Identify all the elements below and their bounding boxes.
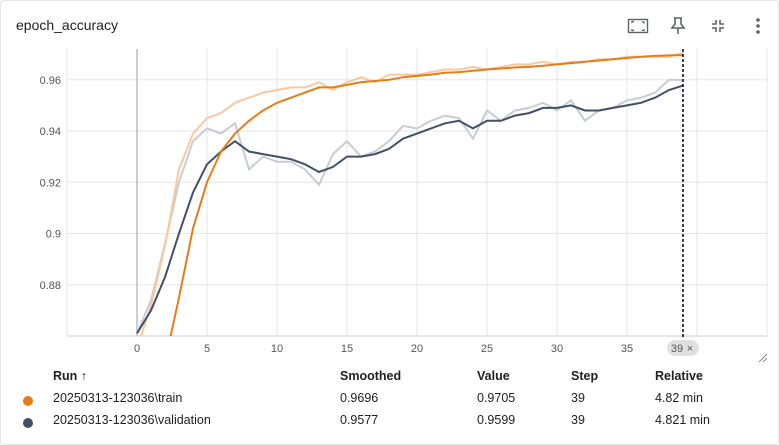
- fit-to-screen-icon[interactable]: [625, 13, 651, 39]
- table-header: Run ↑ Smoothed Value Step Relative: [1, 369, 779, 391]
- run-name: 20250313-123036\train: [53, 391, 183, 405]
- chart-grid: [66, 49, 768, 337]
- cursor-step-label: 39: [671, 343, 683, 355]
- relative-value: 4.821 min: [655, 413, 710, 427]
- x-tick-label: 25: [481, 343, 493, 355]
- y-tick-label: 0.94: [40, 126, 61, 138]
- x-tick-label: 35: [621, 343, 633, 355]
- y-axis: 0.88 0.9 0.92 0.94 0.96: [40, 75, 61, 292]
- resize-handle-icon[interactable]: [758, 353, 768, 363]
- x-axis: 0 5 10 15 20 25 30 35: [134, 343, 633, 355]
- column-step[interactable]: Step: [571, 369, 599, 383]
- train-color-dot: [23, 396, 33, 406]
- x-tick-label: 30: [551, 343, 563, 355]
- card-title: epoch_accuracy: [16, 17, 118, 33]
- y-tick-label: 0.88: [40, 280, 61, 292]
- x-tick-label: 15: [341, 343, 353, 355]
- step-value: 39: [571, 413, 585, 427]
- raw-value: 0.9599: [477, 413, 516, 427]
- x-tick-label: 20: [411, 343, 423, 355]
- smoothed-value: 0.9696: [340, 391, 379, 405]
- cursor-label-pill: [667, 340, 699, 356]
- chart-series: [136, 51, 684, 336]
- train-raw-line: [140, 51, 684, 336]
- table-row: 20250313-123036\validation 0.9577 0.9599…: [1, 413, 779, 435]
- x-tick-label: 10: [271, 343, 283, 355]
- validation-smoothed-line: [136, 84, 684, 334]
- y-tick-label: 0.92: [40, 177, 61, 189]
- train-smoothed-line: [169, 54, 684, 336]
- column-relative[interactable]: Relative: [655, 369, 703, 383]
- accuracy-line-chart[interactable]: 0.88 0.9 0.92 0.94 0.96 0 5 10 15 20 25 30 35 39 ×: [1, 45, 779, 363]
- raw-value: 0.9705: [477, 391, 516, 405]
- cursor-close-icon[interactable]: ×: [687, 343, 693, 355]
- step-value: 39: [571, 391, 585, 405]
- more-vert-icon[interactable]: [745, 13, 771, 39]
- column-smoothed[interactable]: Smoothed: [340, 369, 402, 383]
- smoothed-value: 0.9577: [340, 413, 379, 427]
- x-tick-label: 0: [134, 343, 140, 355]
- column-run[interactable]: Run ↑: [53, 369, 88, 383]
- validation-color-dot: [23, 418, 33, 428]
- table-row: 20250313-123036\train 0.9696 0.9705 39 4…: [1, 391, 779, 413]
- run-name: 20250313-123036\validation: [53, 413, 211, 427]
- column-value[interactable]: Value: [477, 369, 510, 383]
- collapse-icon[interactable]: [705, 13, 731, 39]
- step-cursor[interactable]: 39 ×: [667, 49, 699, 356]
- y-tick-label: 0.96: [40, 75, 61, 87]
- pin-icon[interactable]: [665, 13, 691, 39]
- x-tick-label: 5: [204, 343, 210, 355]
- relative-value: 4.82 min: [655, 391, 703, 405]
- validation-raw-line: [136, 78, 684, 334]
- y-tick-label: 0.9: [46, 229, 61, 241]
